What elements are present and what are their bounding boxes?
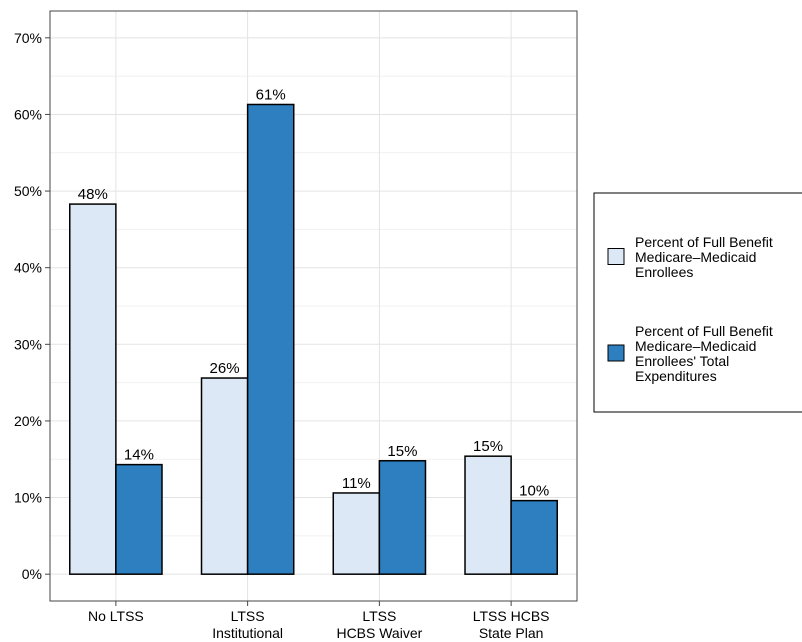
y-tick-label: 30% xyxy=(14,336,42,352)
bar-series-1 xyxy=(69,203,117,575)
legend-swatch-series-2 xyxy=(607,344,625,362)
data-label: 15% xyxy=(473,438,503,455)
data-label: 48% xyxy=(78,186,108,203)
legend-label-series-1: Percent of Full Benefit Medicare–Medicaid… xyxy=(635,234,773,280)
bar-series-1 xyxy=(464,455,512,575)
legend: Percent of Full Benefit Medicare–Medicaid… xyxy=(593,192,802,413)
plot-area-border xyxy=(49,10,578,602)
x-category-label: LTSS Institutional xyxy=(212,608,283,641)
y-tick-label: 70% xyxy=(14,30,42,46)
x-category-label: LTSS HCBS State Plan xyxy=(473,608,550,641)
x-category-label: LTSS HCBS Waiver xyxy=(336,608,422,641)
data-label: 11% xyxy=(342,475,371,492)
data-label: 61% xyxy=(256,86,286,103)
bar-series-2 xyxy=(510,499,558,575)
data-label: 14% xyxy=(124,447,154,464)
bar-series-2 xyxy=(115,463,163,575)
y-tick-label: 10% xyxy=(14,490,42,506)
y-axis-ticks: 0% 10% 20% 30% 40% 50% 60% 70% xyxy=(14,30,50,582)
data-label: 15% xyxy=(387,443,417,460)
data-label: 26% xyxy=(210,360,240,377)
data-labels: 48% 26% 11% 15% 14% 61% 15% 10% xyxy=(78,86,549,499)
legend-label-series-2: Percent of Full Benefit Medicare–Medicaid… xyxy=(635,323,773,384)
y-tick-label: 0% xyxy=(22,566,42,582)
legend-box xyxy=(593,192,802,413)
bar-series-1 xyxy=(332,492,381,575)
y-tick-label: 50% xyxy=(14,183,42,199)
bars xyxy=(69,103,558,575)
y-tick-label: 60% xyxy=(14,106,42,122)
y-tick-label: 40% xyxy=(14,260,42,276)
x-axis-ticks: No LTSS LTSS Institutional LTSS HCBS Waiver L… xyxy=(88,601,550,641)
y-tick-label: 20% xyxy=(14,413,42,429)
bar-series-2 xyxy=(246,103,295,575)
legend-swatch-series-1 xyxy=(607,248,625,265)
x-category-label: No LTSS xyxy=(88,608,144,624)
data-label: 10% xyxy=(519,483,549,500)
bar-series-2 xyxy=(378,460,427,575)
bar-series-1 xyxy=(200,377,249,575)
